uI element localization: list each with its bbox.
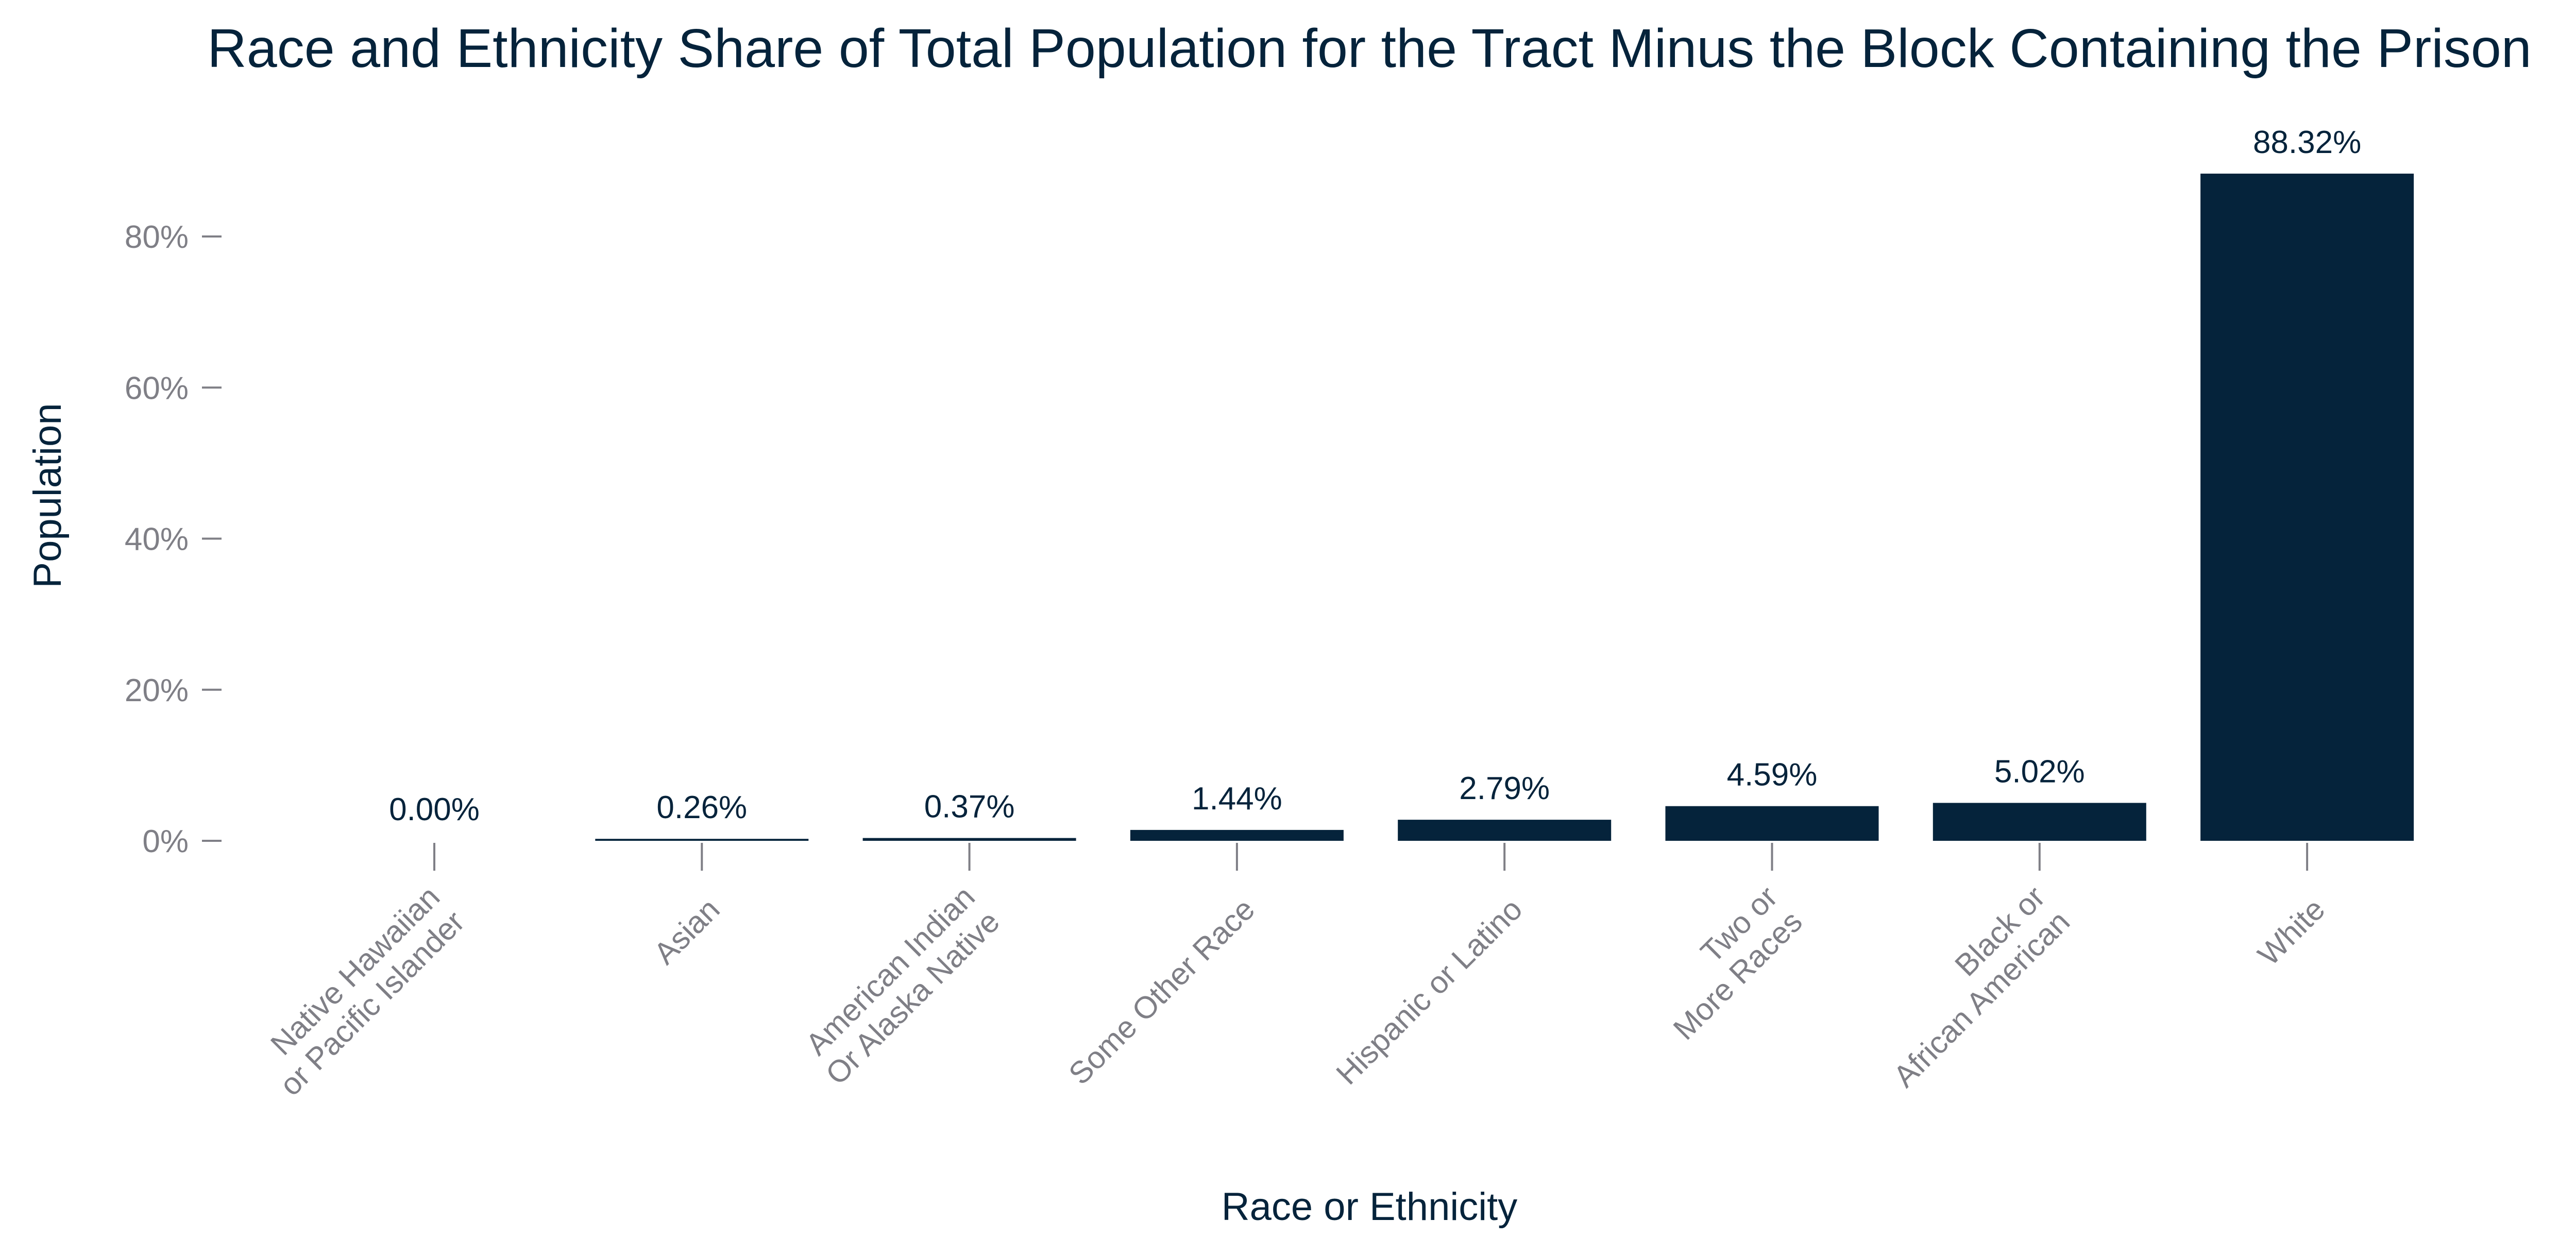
y-tick-label: 40% — [125, 522, 189, 557]
bar — [2200, 174, 2414, 841]
y-axis: 0% 20% 40% 60% 80% — [125, 219, 222, 859]
y-tick-label: 0% — [142, 824, 189, 859]
bar — [1398, 820, 1612, 841]
bar — [1933, 803, 2146, 841]
data-label: 1.44% — [1192, 781, 1282, 817]
data-label: 2.79% — [1459, 771, 1550, 806]
x-tick-label-line: White — [2251, 892, 2332, 972]
data-label: 0.26% — [656, 790, 747, 825]
chart-title: Race and Ethnicity Share of Total Popula… — [207, 18, 2531, 79]
x-tick-label: Two orMore Races — [1642, 879, 1809, 1046]
y-tick-label: 60% — [125, 370, 189, 406]
data-label: 0.00% — [389, 792, 480, 827]
x-tick-label: Some Other Race — [1062, 892, 1261, 1091]
y-axis-title: Population — [26, 403, 70, 588]
x-tick-label: American IndianOr Alaska Native — [794, 879, 1006, 1091]
bar — [1130, 829, 1344, 841]
x-axis-title: Race or Ethnicity — [1222, 1185, 1517, 1229]
y-tick-label: 80% — [125, 219, 189, 255]
x-tick-label-line: Some Other Race — [1062, 892, 1261, 1091]
bars-group — [595, 174, 2414, 841]
data-label: 5.02% — [1994, 754, 2085, 789]
bar — [862, 838, 1076, 841]
y-tick-label: 20% — [125, 673, 189, 708]
data-label: 4.59% — [1727, 757, 1818, 793]
x-tick-label: Hispanic or Latino — [1330, 892, 1529, 1091]
data-label: 0.37% — [924, 789, 1015, 825]
x-tick-label-line: Hispanic or Latino — [1330, 892, 1529, 1091]
x-tick-label: Native Hawaiianor Pacific Islander — [248, 879, 471, 1103]
data-label: 88.32% — [2253, 125, 2361, 160]
data-labels-group: 0.00% 0.26% 0.37% 1.44% 2.79% 4.59% 5.02% 88.32… — [389, 125, 2361, 827]
x-tick-label: Asian — [647, 892, 726, 971]
x-tick-label: Black orAfrican American — [1862, 879, 2076, 1094]
x-tick-label: White — [2251, 892, 2332, 972]
bar — [1665, 806, 1879, 841]
x-tick-label-line: Asian — [647, 892, 726, 971]
x-axis: Native Hawaiianor Pacific Islander Asian A… — [248, 843, 2332, 1103]
bar — [595, 839, 809, 841]
